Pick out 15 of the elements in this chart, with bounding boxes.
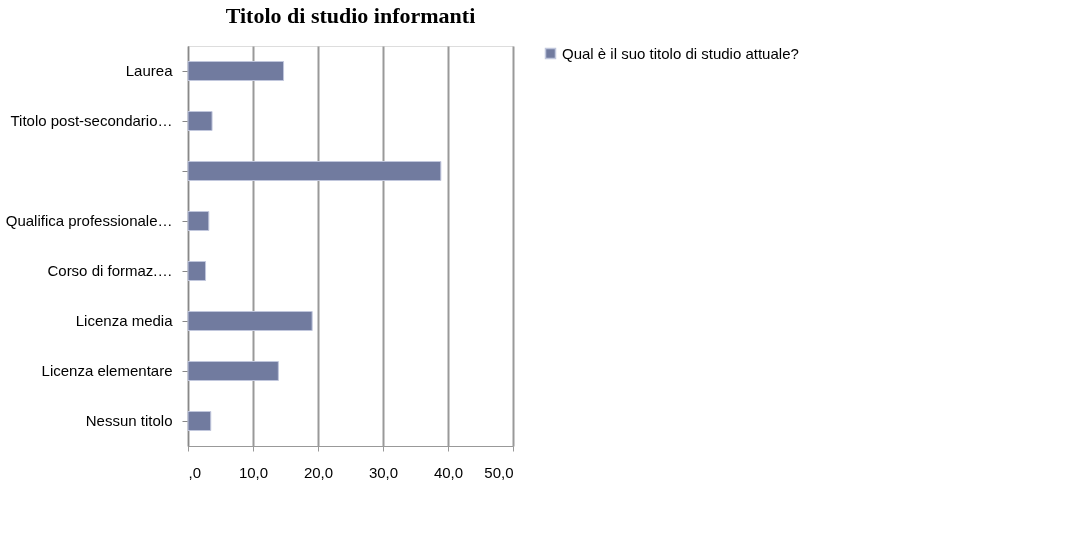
y-tick-label: Licenza media bbox=[75, 312, 174, 329]
y-tick-label: Qualifica professionale… bbox=[5, 212, 173, 229]
x-tick-label: 50,0 bbox=[484, 463, 514, 481]
y-tick-label: Laurea bbox=[125, 62, 174, 79]
y-tick-label: Titolo post-secondario… bbox=[10, 112, 173, 129]
legend-label: Qual è il suo titolo di studio attuale? bbox=[562, 44, 799, 62]
x-tick-label: 40,0 bbox=[433, 463, 464, 481]
x-tick-label: ,0 bbox=[188, 463, 202, 481]
x-tick-label: 10,0 bbox=[238, 463, 269, 481]
y-tick-label: Corso di formaz.… bbox=[47, 262, 173, 279]
chart-title: Titolo di studio informanti bbox=[225, 3, 476, 28]
y-tick-label: Licenza elementare bbox=[41, 362, 173, 379]
y-tick-label: Nessun titolo bbox=[85, 412, 173, 429]
x-tick-label: 30,0 bbox=[368, 463, 399, 481]
x-tick-label: 20,0 bbox=[303, 463, 334, 481]
